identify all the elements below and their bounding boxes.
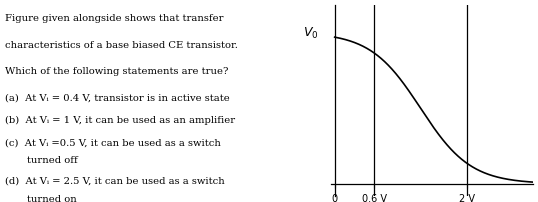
Text: turned off: turned off (5, 156, 78, 164)
Text: characteristics of a base biased CE transistor.: characteristics of a base biased CE tran… (5, 40, 238, 49)
Text: (a)  At Vᵢ = 0.4 V, transistor is in active state: (a) At Vᵢ = 0.4 V, transistor is in acti… (5, 93, 230, 102)
Text: (c)  At Vᵢ =0.5 V, it can be used as a switch: (c) At Vᵢ =0.5 V, it can be used as a sw… (5, 137, 221, 146)
Text: Figure given alongside shows that transfer: Figure given alongside shows that transf… (5, 14, 224, 23)
Text: turned on: turned on (5, 194, 77, 202)
Text: $V_i$: $V_i$ (536, 191, 538, 202)
Text: (b)  At Vᵢ = 1 V, it can be used as an amplifier: (b) At Vᵢ = 1 V, it can be used as an am… (5, 115, 236, 124)
Text: Which of the following statements are true?: Which of the following statements are tr… (5, 67, 229, 76)
Text: $V_0$: $V_0$ (303, 26, 318, 41)
Text: (d)  At Vᵢ = 2.5 V, it can be used as a switch: (d) At Vᵢ = 2.5 V, it can be used as a s… (5, 176, 225, 185)
